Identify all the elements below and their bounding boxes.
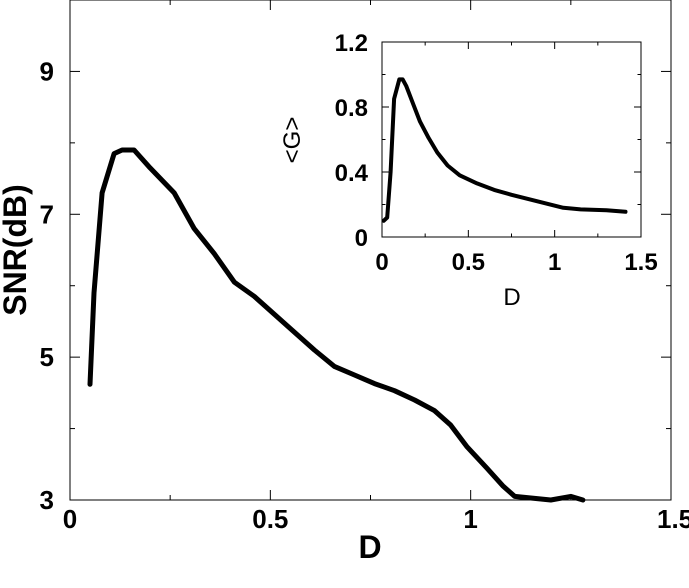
inset-series-line [381,77,628,223]
main-y-tick-label: 9 [40,56,54,86]
inset-y-tick-label: 1.2 [335,30,368,57]
inset-x-tick-label: 0 [375,249,388,276]
inset-y-axis-label: <G> [279,117,306,164]
main-x-tick-label: 0.5 [252,504,288,534]
inset-x-tick-label: 1 [548,249,561,276]
main-x-axis-label: D [358,529,381,565]
main-y-tick-label: 3 [40,485,54,515]
main-x-tick-label: 1 [463,504,477,534]
inset-y-tick-label: 0.8 [335,95,368,122]
inset-x-axis-label: D [503,284,520,311]
main-x-tick-label: 1.5 [657,504,689,534]
inset-x-tick-label: 1.5 [624,249,657,276]
main-x-tick-label: 0 [63,504,77,534]
main-y-tick-label: 7 [40,199,54,229]
inset-y-tick-label: 0.4 [335,160,369,187]
main-series-line [87,147,586,503]
main-y-axis-label: SNR(dB) [0,184,33,316]
inset-background [366,28,643,241]
inset-y-tick-label: 0 [355,225,368,252]
inset-x-tick-label: 0.5 [452,249,485,276]
main-y-tick-label: 5 [40,342,54,372]
